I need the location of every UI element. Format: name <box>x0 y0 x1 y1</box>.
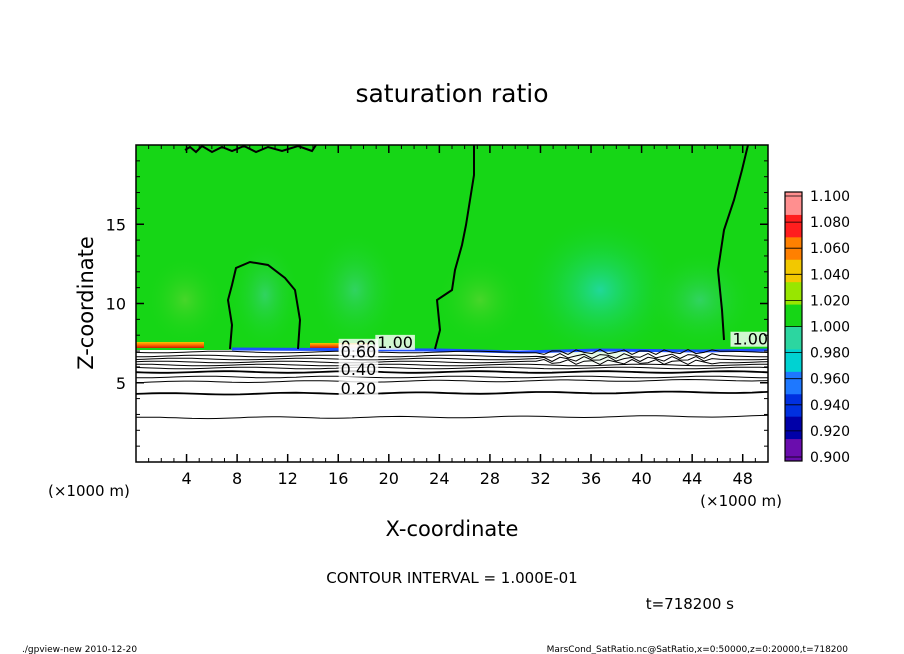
x-tick-label: 4 <box>181 469 191 488</box>
x-unit-right: (×1000 m) <box>700 492 782 510</box>
colorbar-swatch <box>785 259 802 283</box>
y-tick-label: 10 <box>106 295 126 314</box>
colorbar-label: 0.900 <box>810 450 850 466</box>
colorbar-label: 0.980 <box>810 346 850 362</box>
time-text: t=718200 s <box>646 595 734 613</box>
contour-line <box>136 348 768 355</box>
colorbar-swatch <box>785 371 802 395</box>
y-axis-label: Z-coordinate <box>74 236 98 370</box>
contour-line <box>136 390 768 396</box>
contour-label: 0.60 <box>341 342 377 361</box>
contour-label: 0.40 <box>341 360 377 379</box>
x-tick-label: 40 <box>631 469 651 488</box>
x-tick-label: 20 <box>379 469 399 488</box>
contour-labels: 1.000.800.600.400.201.00 <box>338 330 768 398</box>
colorbar-label: 1.020 <box>810 293 850 309</box>
x-tick-label: 12 <box>278 469 298 488</box>
x-tick-label: 8 <box>232 469 242 488</box>
contour-label-bg <box>730 331 768 347</box>
heatmap-patch <box>520 215 680 365</box>
contour-label: 1.00 <box>377 333 413 352</box>
x-axis-label: X-coordinate <box>386 517 519 541</box>
contour-line-1.00 <box>226 260 302 350</box>
x-axis: 4 8 12 16 20 24 28 32 36 40 44 48 <box>148 145 756 488</box>
colorbar-label: 1.100 <box>810 189 850 205</box>
colorbar: 0.900 0.920 0.940 0.960 0.980 1.000 1.020 1.040… <box>784 189 850 466</box>
colorbar-label: 0.960 <box>810 372 850 388</box>
contour-label-bg <box>338 344 379 360</box>
footer-left: ./gpview-new 2010-12-20 <box>22 645 137 654</box>
colorbar-label: 1.040 <box>810 267 850 283</box>
contour-interval-text: CONTOUR INTERVAL = 1.000E-01 <box>326 569 577 587</box>
y-tick-label: 5 <box>116 374 126 393</box>
x-unit-left: (×1000 m) <box>48 482 130 500</box>
contour-line <box>136 370 768 374</box>
x-tick-label: 48 <box>733 469 753 488</box>
y-tick-label: 15 <box>106 215 126 234</box>
colorbar-swatch <box>785 416 802 440</box>
contour-label-bg <box>338 361 379 377</box>
colorbar-swatch <box>785 438 802 462</box>
contour-line <box>136 352 768 360</box>
colorbar-label: 1.060 <box>810 241 850 257</box>
contour-lines-strata <box>136 348 768 420</box>
x-tick-label: 32 <box>530 469 550 488</box>
x-tick-label: 28 <box>480 469 500 488</box>
colorbar-label: 1.080 <box>810 215 850 231</box>
colorbar-swatch <box>785 348 802 372</box>
contour-line <box>136 378 768 384</box>
contour-label-bg <box>338 380 379 396</box>
contour-label: 0.20 <box>341 379 377 398</box>
x-tick-label: 16 <box>328 469 348 488</box>
contour-line <box>136 414 768 420</box>
contour-line-1.00 <box>716 145 749 341</box>
colorbar-label: 1.000 <box>810 320 850 336</box>
plot-area: 1.000.800.600.400.201.00 <box>136 145 768 462</box>
contour-label-bg <box>375 334 415 350</box>
colorbar-swatch <box>785 214 802 238</box>
contour-line <box>136 366 768 370</box>
x-tick-label: 44 <box>682 469 702 488</box>
contour-line <box>136 375 768 379</box>
contour-lines-upper <box>184 145 749 350</box>
colorbar-swatch <box>785 393 802 417</box>
contour-line <box>136 363 768 367</box>
x-tick-label: 24 <box>429 469 449 488</box>
contour-line <box>136 358 768 366</box>
y-axis: 5 10 15 <box>106 160 768 447</box>
heatmap-patch <box>310 230 400 350</box>
heatmap-supersaturated-strip <box>136 342 204 348</box>
contour-line-1.00 <box>184 145 317 154</box>
colorbar-label: 0.920 <box>810 424 850 440</box>
heatmap-patch <box>435 255 525 345</box>
heatmap-patch <box>145 255 225 345</box>
colorbar-swatch <box>785 304 802 327</box>
contour-line-1.00 <box>434 145 475 350</box>
colorbar-swatch <box>785 192 802 215</box>
colorbar-swatch <box>785 281 802 305</box>
contour-label: 1.00 <box>732 330 768 349</box>
chart-title: saturation ratio <box>355 79 548 108</box>
heatmap-patch <box>230 240 300 350</box>
footer-right: MarsCond_SatRatio.nc@SatRatio,x=0:50000,… <box>547 645 849 654</box>
colorbar-swatch <box>785 326 802 350</box>
x-tick-label: 36 <box>581 469 601 488</box>
heatmap-patch <box>645 250 755 350</box>
contour-line <box>136 356 768 363</box>
colorbar-label: 0.940 <box>810 398 850 414</box>
